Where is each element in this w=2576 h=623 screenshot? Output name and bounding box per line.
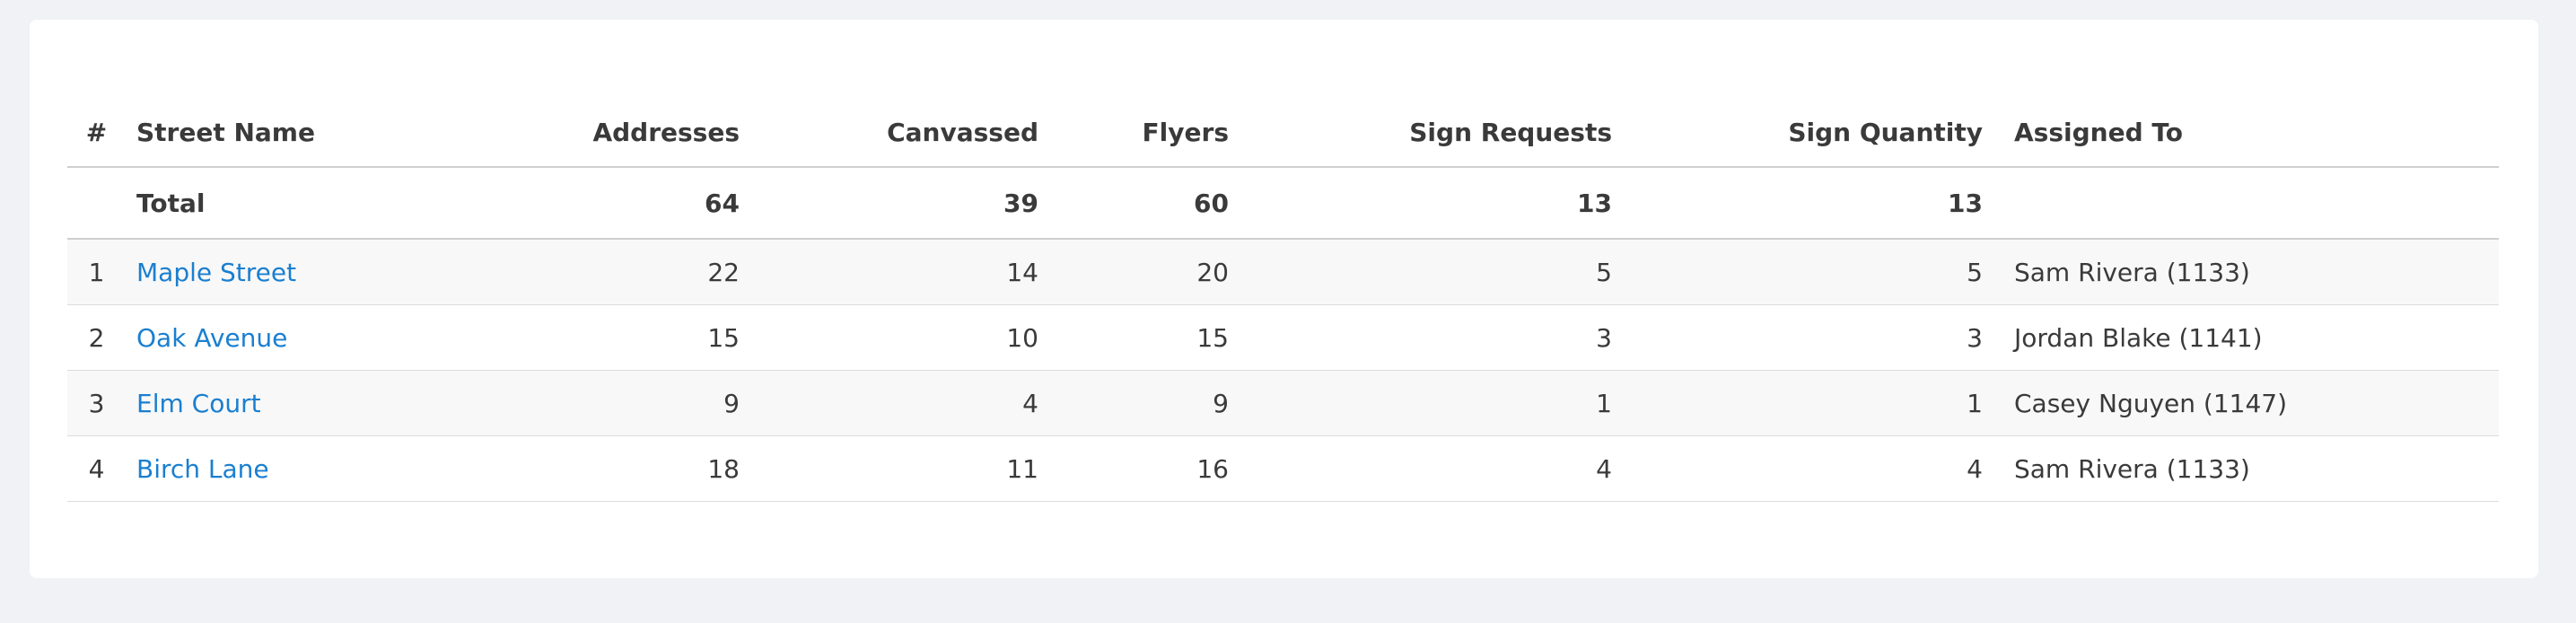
- total-value: 13: [1240, 167, 1623, 240]
- cell: 18: [539, 435, 750, 502]
- cell: 4: [1240, 435, 1623, 502]
- column-header: Addresses: [539, 99, 750, 168]
- cell: Oak Avenue: [126, 304, 539, 371]
- cell: 3: [1623, 304, 1993, 371]
- cell: 9: [539, 370, 750, 436]
- street-link[interactable]: Birch Lane: [136, 453, 269, 484]
- total-label: Total: [126, 167, 539, 240]
- cell: [67, 167, 126, 240]
- cell: 20: [1049, 239, 1240, 305]
- cell: 1: [1623, 370, 1993, 436]
- cell: 16: [1049, 435, 1240, 502]
- cell: 10: [750, 304, 1049, 371]
- header-row: # Street Name Addresses Canvassed Flyers Sign…: [67, 99, 2499, 168]
- total-value: 13: [1623, 167, 1993, 240]
- street-row: 1 Maple Street 22 14 20 5 5 Sam Rivera (1133): [67, 239, 2499, 305]
- street-row: 3 Elm Court 9 4 9 1 1 Casey Nguyen (1147): [67, 370, 2499, 436]
- street-row: 2 Oak Avenue 15 10 15 3 3 Jordan Blake (1141): [67, 304, 2499, 371]
- cell: 3: [1240, 304, 1623, 371]
- table-body: Total 64 39 60 13 13 1 Maple Street 22 14 20 5 5 Sam …: [67, 167, 2499, 502]
- street-row: 4 Birch Lane 18 11 16 4 4 Sam Rivera (1133): [67, 435, 2499, 502]
- column-header: Canvassed: [750, 99, 1049, 168]
- cell: 1: [1240, 370, 1623, 436]
- street-link[interactable]: Oak Avenue: [136, 322, 288, 353]
- column-header: Assigned To: [1993, 99, 2499, 168]
- cell: 15: [539, 304, 750, 371]
- streets-table: # Street Name Addresses Canvassed Flyers Sign…: [67, 99, 2499, 502]
- street-link[interactable]: Elm Court: [136, 388, 261, 418]
- total-value: 60: [1049, 167, 1240, 240]
- total-row: Total 64 39 60 13 13: [67, 167, 2499, 240]
- cell: 2: [67, 304, 126, 371]
- street-link[interactable]: Maple Street: [136, 257, 297, 287]
- cell: 5: [1240, 239, 1623, 305]
- cell: 1: [67, 239, 126, 305]
- cell: 4: [750, 370, 1049, 436]
- column-header: Flyers: [1049, 99, 1240, 168]
- cell: Sam Rivera (1133): [1993, 435, 2499, 502]
- cell: Jordan Blake (1141): [1993, 304, 2499, 371]
- cell: [1993, 167, 2499, 240]
- cell: 3: [67, 370, 126, 436]
- cell: 4: [67, 435, 126, 502]
- cell: 5: [1623, 239, 1993, 305]
- cell: Sam Rivera (1133): [1993, 239, 2499, 305]
- total-value: 64: [539, 167, 750, 240]
- cell: Elm Court: [126, 370, 539, 436]
- column-header: Street Name: [126, 99, 539, 168]
- cell: Casey Nguyen (1147): [1993, 370, 2499, 436]
- column-header: #: [67, 99, 126, 168]
- total-value: 39: [750, 167, 1049, 240]
- cell: 11: [750, 435, 1049, 502]
- cell: 4: [1623, 435, 1993, 502]
- card: # Street Name Addresses Canvassed Flyers Sign…: [30, 20, 2538, 578]
- cell: 9: [1049, 370, 1240, 436]
- cell: 15: [1049, 304, 1240, 371]
- column-header: Sign Quantity: [1623, 99, 1993, 168]
- cell: Maple Street: [126, 239, 539, 305]
- cell: 22: [539, 239, 750, 305]
- cell: Birch Lane: [126, 435, 539, 502]
- column-header: Sign Requests: [1240, 99, 1623, 168]
- cell: 14: [750, 239, 1049, 305]
